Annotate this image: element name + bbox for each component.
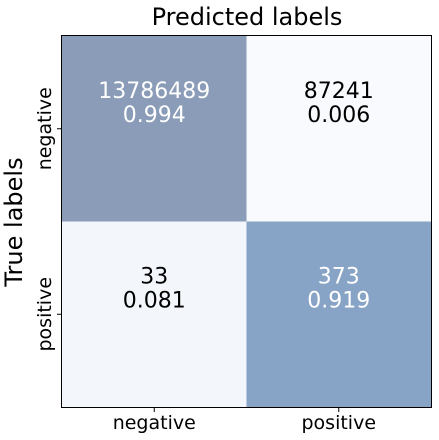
- y-axis-ticks: negative positive: [34, 87, 62, 352]
- x-tick-label-positive: positive: [301, 412, 376, 434]
- y-axis-label: True labels: [0, 157, 28, 287]
- cell-rate-label: 0.919: [307, 288, 370, 313]
- plot-frame: [61, 35, 432, 408]
- x-axis-ticks: negative positive: [113, 407, 376, 434]
- chart-title: Predicted labels: [152, 3, 343, 31]
- y-tick-label-positive: positive: [34, 277, 56, 352]
- heatmap-cells: [62, 36, 431, 407]
- cell-count-label: 33: [140, 264, 168, 289]
- cell-rate-label: 0.081: [123, 288, 186, 313]
- cell-rate-label: 0.994: [123, 103, 186, 128]
- cell-count-label: 87241: [304, 79, 374, 104]
- cell-count-label: 13786489: [98, 79, 210, 104]
- heatmap-cell-negative-positive: [246, 36, 431, 222]
- heatmap-cell-positive-negative: [62, 221, 247, 407]
- cell-rate-label: 0.006: [307, 103, 370, 128]
- heatmap-cell-positive-positive: [246, 221, 431, 407]
- x-tick-label-negative: negative: [113, 412, 196, 434]
- heatmap-cell-negative-negative: [62, 36, 247, 222]
- cell-count-label: 373: [318, 264, 360, 289]
- y-tick-label-negative: negative: [34, 87, 56, 170]
